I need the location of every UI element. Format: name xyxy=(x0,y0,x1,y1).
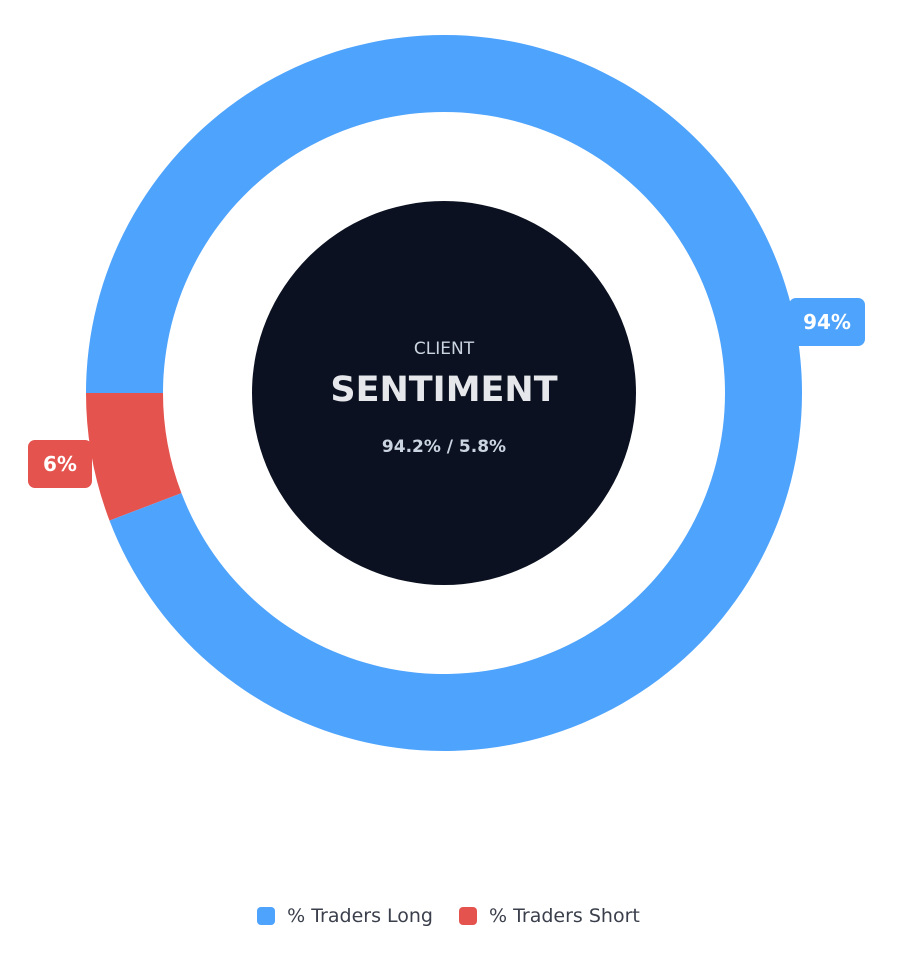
center-eyebrow: CLIENT xyxy=(414,339,475,359)
label-traders-short-text: 6% xyxy=(43,452,77,476)
legend-label-short: % Traders Short xyxy=(488,905,640,927)
center-title: SENTIMENT xyxy=(330,370,557,410)
slice-traders-short[interactable] xyxy=(86,393,182,521)
label-traders-long-text: 94% xyxy=(803,310,851,334)
label-traders-long: 94% xyxy=(789,298,865,346)
legend-item-long[interactable]: % Traders Long xyxy=(257,905,433,927)
legend-label-long: % Traders Long xyxy=(287,905,433,927)
chart-legend: % Traders Long % Traders Short xyxy=(0,905,897,927)
legend-item-short[interactable]: % Traders Short xyxy=(458,905,640,927)
center-ratio: 94.2% / 5.8% xyxy=(382,437,506,457)
label-traders-long-badge xyxy=(789,298,865,346)
legend-swatch-short xyxy=(458,907,477,925)
center-disc xyxy=(252,201,636,585)
label-traders-short-badge xyxy=(28,440,92,488)
label-traders-short: 6% xyxy=(28,440,92,488)
legend-swatch-long xyxy=(257,907,276,925)
